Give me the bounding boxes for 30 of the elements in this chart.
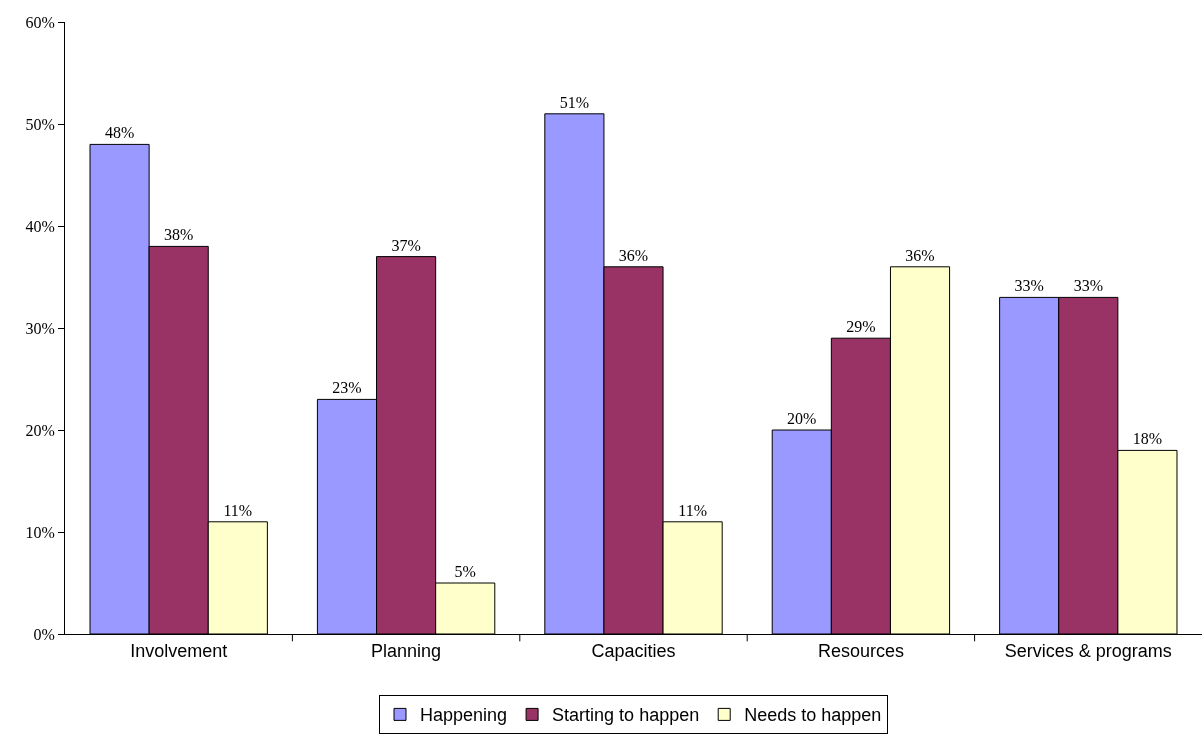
y-tick-label: 40% bbox=[25, 217, 55, 235]
x-tick-label: Resources bbox=[817, 640, 904, 661]
y-tick-label: 20% bbox=[25, 421, 55, 439]
legend-label: Needs to happen bbox=[744, 705, 882, 726]
data-label: 29% bbox=[846, 318, 876, 336]
y-tick-label: 50% bbox=[25, 115, 55, 133]
y-tick-label: 60% bbox=[25, 13, 55, 31]
legend-label: Happening bbox=[420, 705, 508, 726]
x-tick-label: Services & programs bbox=[1004, 640, 1172, 661]
data-label: 51% bbox=[559, 93, 590, 111]
data-label: 11% bbox=[678, 501, 707, 519]
data-label: 33% bbox=[1014, 277, 1044, 295]
data-label: 36% bbox=[905, 246, 935, 264]
data-label: 48% bbox=[104, 124, 135, 142]
x-tick-label: Capacities bbox=[591, 640, 676, 661]
data-label: 37% bbox=[391, 236, 421, 254]
x-tick-label: Planning bbox=[371, 640, 442, 661]
y-tick-label: 0% bbox=[33, 625, 55, 643]
data-label: 36% bbox=[618, 246, 649, 264]
y-tick-label: 10% bbox=[25, 523, 55, 541]
y-tick-label: 30% bbox=[25, 319, 55, 337]
data-label: 20% bbox=[787, 410, 817, 427]
data-label: 33% bbox=[1073, 277, 1103, 295]
legend-label: Starting to happen bbox=[552, 705, 700, 726]
data-label: 11% bbox=[223, 501, 253, 519]
data-label: 23% bbox=[332, 379, 362, 397]
data-label: 18% bbox=[1132, 430, 1163, 448]
data-label: 5% bbox=[454, 563, 476, 580]
x-tick-label: Involvement bbox=[130, 640, 228, 661]
data-label: 38% bbox=[164, 226, 194, 244]
